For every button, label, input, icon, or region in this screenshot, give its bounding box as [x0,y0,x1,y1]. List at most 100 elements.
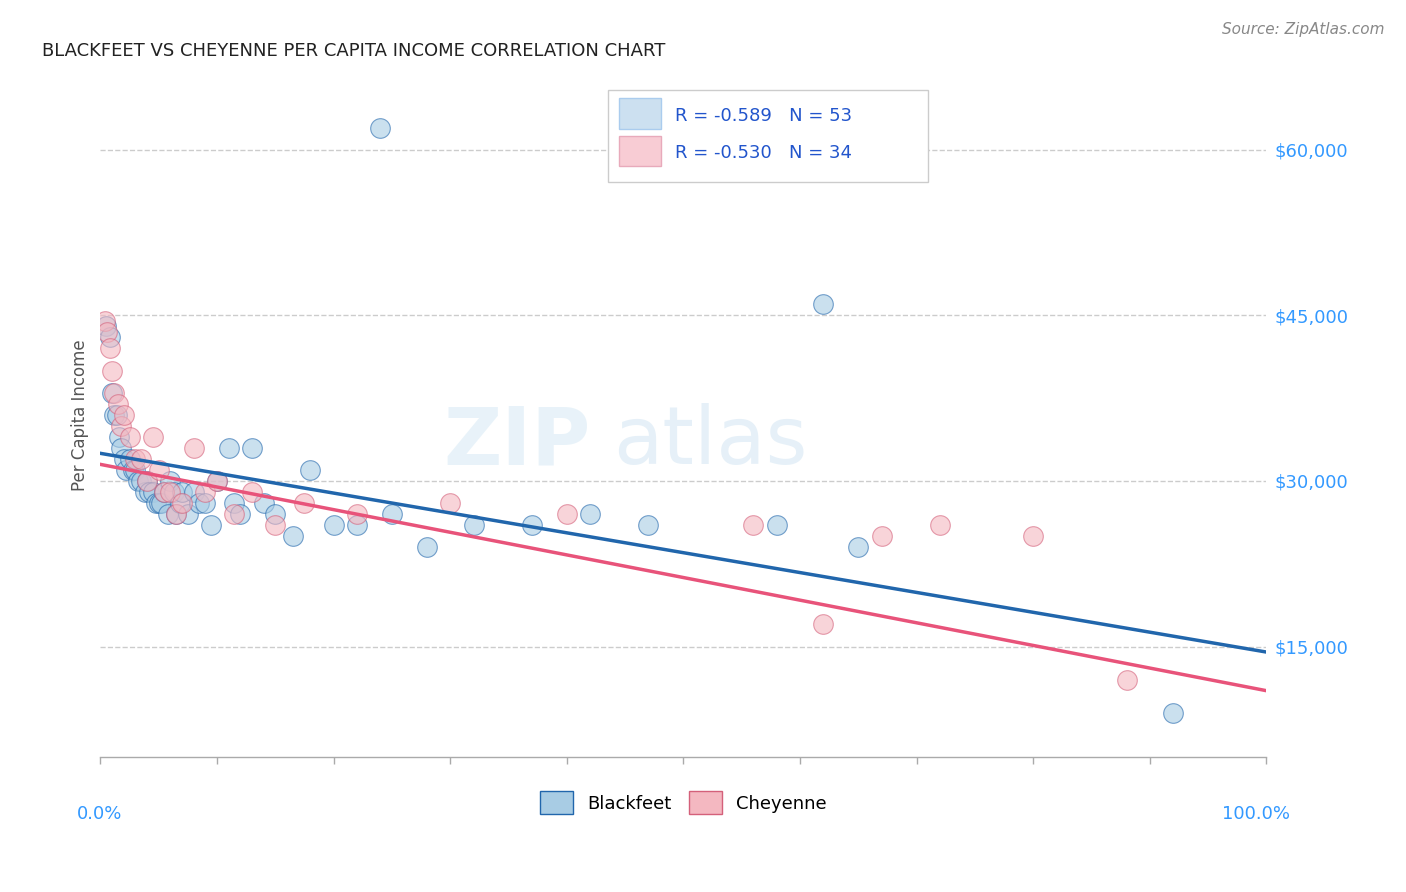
Point [264,518,287,533]
Point [96,325,118,339]
Point [177,507,200,521]
Point [96,319,118,334]
Point [136,474,159,488]
Point [170,485,193,500]
Point [105,408,128,422]
Point [153,485,176,500]
Y-axis label: Per Capita Income: Per Capita Income [72,339,89,491]
FancyBboxPatch shape [619,98,661,128]
Point [765,518,787,533]
Point [194,485,217,500]
Point [165,507,187,521]
Text: BLACKFEET VS CHEYENNE PER CAPITA INCOME CORRELATION CHART: BLACKFEET VS CHEYENNE PER CAPITA INCOME … [42,42,665,60]
Point [929,518,952,533]
Point [127,474,149,488]
Point [142,430,165,444]
Point [846,540,869,554]
FancyBboxPatch shape [607,89,928,182]
Text: atlas: atlas [613,403,808,481]
Point [108,430,131,444]
Point [94,314,117,328]
Point [813,297,835,311]
Text: R = -0.530   N = 34: R = -0.530 N = 34 [675,144,852,161]
Point [520,518,543,533]
Point [98,330,121,344]
Point [463,518,485,533]
Point [205,474,228,488]
Point [153,485,176,500]
Point [159,485,181,500]
Point [170,496,193,510]
Point [148,496,170,510]
FancyBboxPatch shape [619,136,661,166]
Point [112,451,135,466]
Legend: Blackfeet, Cheyenne: Blackfeet, Cheyenne [531,782,835,823]
Point [103,408,125,422]
Point [112,408,135,422]
Point [1115,673,1137,687]
Point [224,507,246,521]
Point [115,463,138,477]
Point [142,485,165,500]
Point [346,518,368,533]
Point [138,485,160,500]
Point [218,441,240,455]
Point [107,397,129,411]
Point [103,385,125,400]
Point [150,496,173,510]
Text: 100.0%: 100.0% [1222,805,1289,823]
Point [281,529,304,543]
Point [183,485,205,500]
Point [101,385,124,400]
Point [148,463,170,477]
Point [368,120,391,135]
Point [1022,529,1045,543]
Point [124,451,146,466]
Point [742,518,765,533]
Text: Source: ZipAtlas.com: Source: ZipAtlas.com [1222,22,1385,37]
Point [110,418,132,433]
Point [129,451,152,466]
Point [163,485,186,500]
Text: 0.0%: 0.0% [77,805,122,823]
Point [129,474,152,488]
Point [118,451,141,466]
Point [294,496,316,510]
Point [101,363,124,377]
Point [224,496,246,510]
Point [134,485,156,500]
Point [322,518,344,533]
Point [205,474,228,488]
Point [124,463,146,477]
Point [169,496,191,510]
Point [439,496,461,510]
Point [813,617,835,632]
Point [145,496,167,510]
Point [159,474,181,488]
Point [118,430,141,444]
Point [555,507,578,521]
Point [1161,706,1184,720]
Point [188,496,211,510]
Point [416,540,439,554]
Point [870,529,893,543]
Point [299,463,322,477]
Point [194,496,217,510]
Point [240,485,263,500]
Point [156,507,179,521]
Point [240,441,263,455]
Text: ZIP: ZIP [443,403,591,481]
Point [346,507,368,521]
Point [637,518,659,533]
Point [381,507,404,521]
Point [200,518,222,533]
Point [252,496,274,510]
Point [229,507,252,521]
Point [165,507,187,521]
Text: R = -0.589   N = 53: R = -0.589 N = 53 [675,106,852,125]
Point [264,507,287,521]
Point [579,507,602,521]
Point [110,441,132,455]
Point [183,441,205,455]
Point [122,463,145,477]
